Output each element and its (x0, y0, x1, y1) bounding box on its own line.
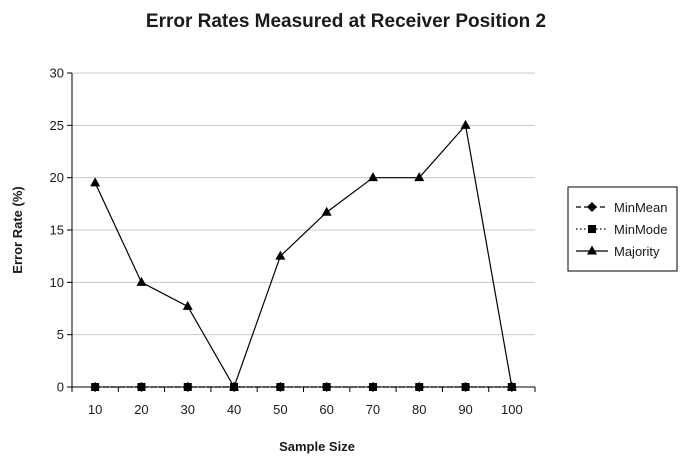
data-point-minmode (461, 383, 470, 391)
y-tick-label: 0 (57, 380, 64, 395)
axes: 0 5 10 15 20 25 30 10 20 30 40 50 60 70 80 90 100 (50, 66, 536, 417)
data-point-majority (182, 300, 193, 310)
x-tick-label: 60 (319, 402, 333, 417)
legend-marker-minmode (588, 225, 596, 233)
x-tick-label: 100 (501, 402, 523, 417)
data-point-majority (414, 172, 425, 182)
x-tick-label: 40 (227, 402, 241, 417)
y-tick-label: 20 (50, 170, 64, 185)
data-point-minmode (183, 383, 192, 391)
gridlines (72, 72, 535, 336)
legend-marker-minmean (587, 202, 597, 212)
y-axis-label: Error Rate (%) (10, 186, 25, 273)
y-tick-label: 10 (50, 275, 64, 290)
data-point-majority (90, 177, 101, 187)
x-tick-label: 80 (412, 402, 426, 417)
data-point-majority (229, 381, 240, 391)
data-point-minmode (276, 383, 285, 391)
legend-label-majority: Majority (614, 244, 660, 259)
data-point-minmode (322, 383, 331, 391)
x-tick-label: 20 (134, 402, 148, 417)
data-point-majority (506, 381, 517, 391)
y-tick-label: 15 (50, 223, 64, 238)
y-tick-label: 25 (50, 118, 64, 133)
x-tick-label: 90 (458, 402, 472, 417)
data-point-majority (321, 206, 332, 216)
data-point-minmode (137, 383, 146, 391)
data-point-minmode (91, 383, 100, 391)
data-point-minmode (368, 383, 377, 391)
chart-title: Error Rates Measured at Receiver Positio… (146, 11, 546, 32)
data-point-majority (460, 119, 471, 129)
legend-label-minmean: MinMean (614, 200, 667, 215)
x-axis-label: Sample Size (279, 439, 355, 454)
legend: MinMean MinMode Majority (567, 186, 678, 272)
x-tick-label: 70 (366, 402, 380, 417)
series-line-majority (94, 124, 513, 389)
x-tick-label: 30 (181, 402, 195, 417)
data-point-majority (275, 250, 286, 260)
y-tick-label: 30 (50, 66, 64, 81)
y-tick-label: 5 (57, 327, 64, 342)
x-tick-label: 10 (88, 402, 102, 417)
legend-label-minmode: MinMode (614, 222, 667, 237)
series (90, 119, 517, 392)
data-point-majority (136, 276, 147, 286)
legend-marker-majority (587, 245, 597, 255)
legend-box (567, 186, 678, 272)
x-tick-label: 50 (273, 402, 287, 417)
data-point-majority (367, 172, 378, 182)
data-point-minmode (415, 383, 424, 391)
